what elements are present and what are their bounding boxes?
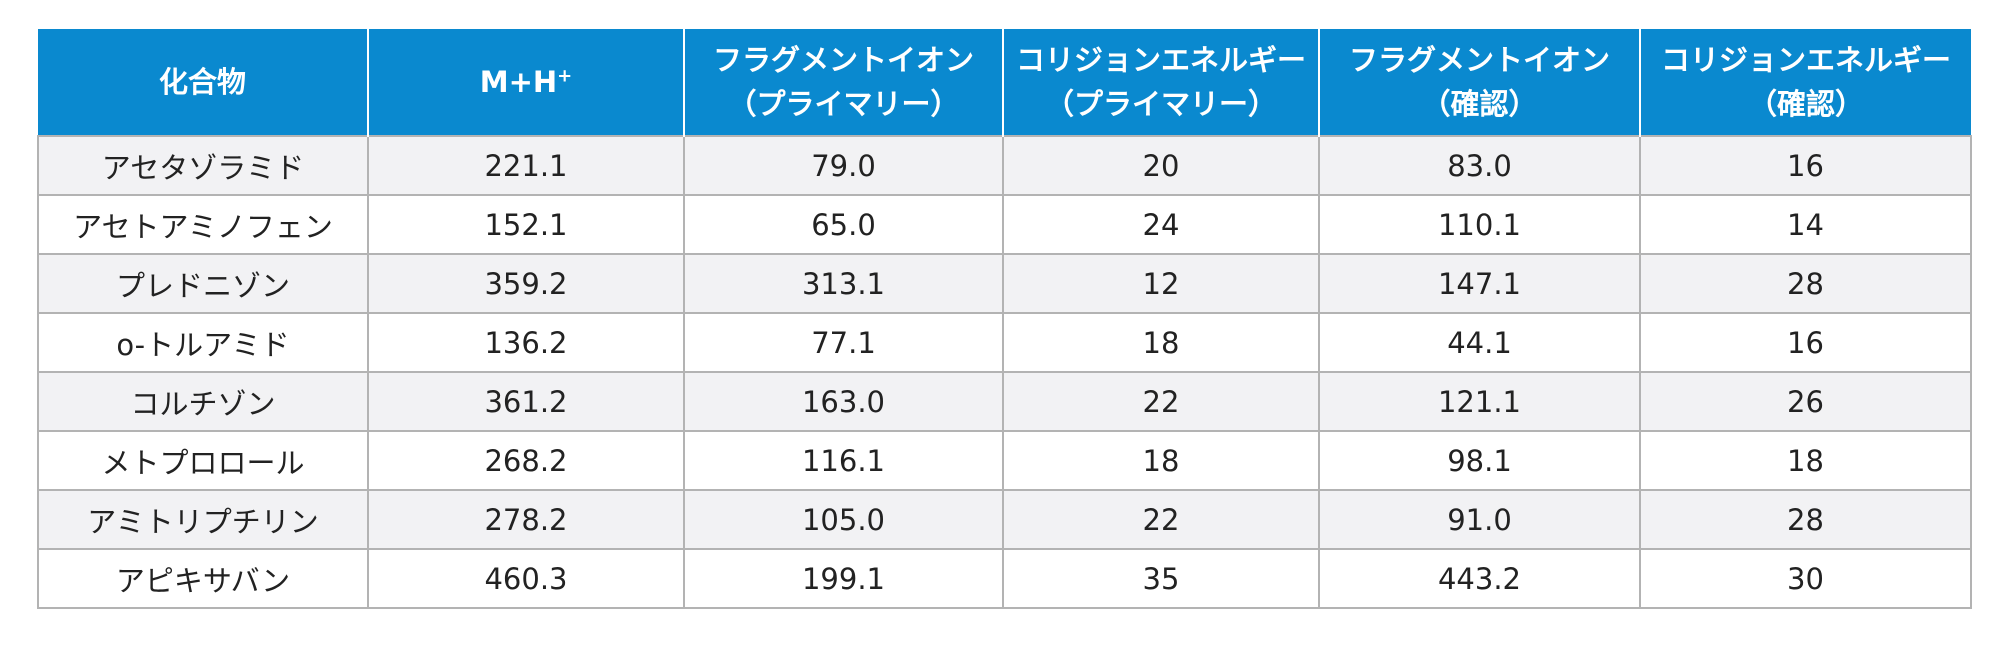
mh-cell: 278.2 bbox=[367, 489, 685, 550]
header-compound-label: 化合物 bbox=[158, 65, 246, 99]
header-collision-primary-line1: コリジョンエネルギー bbox=[1015, 43, 1306, 77]
fragment-primary-cell: 199.1 bbox=[683, 548, 1004, 609]
collision-confirm-cell: 16 bbox=[1639, 312, 1972, 373]
fragment-confirm-cell: 83.0 bbox=[1318, 135, 1641, 196]
mh-cell: 359.2 bbox=[367, 253, 685, 314]
fragment-primary-cell: 163.0 bbox=[683, 371, 1004, 432]
table-row: メトプロロール 268.2 116.1 18 98.1 18 bbox=[37, 430, 1972, 491]
header-fragment-primary-line2: （プライマリー） bbox=[727, 87, 960, 121]
header-collision-confirm-line1: コリジョンエネルギー bbox=[1660, 43, 1951, 77]
header-fragment-confirm-line1: フラグメントイオン bbox=[1348, 43, 1610, 77]
header-collision-primary: コリジョンエネルギー （プライマリー） bbox=[1003, 29, 1320, 136]
collision-confirm-cell: 28 bbox=[1639, 489, 1972, 550]
header-mh-label: M+H+ bbox=[375, 60, 677, 104]
compound-cell: コルチゾン bbox=[37, 371, 369, 432]
collision-primary-cell: 20 bbox=[1002, 135, 1320, 196]
collision-confirm-cell: 16 bbox=[1639, 135, 1972, 196]
header-row: 化合物 M+H+ フラグメントイオン （プライマリー） コリジョンエネルギー （… bbox=[38, 29, 1971, 136]
header-collision-primary-line2: （プライマリー） bbox=[1044, 87, 1277, 121]
fragment-confirm-cell: 110.1 bbox=[1318, 194, 1641, 255]
mh-cell: 361.2 bbox=[367, 371, 685, 432]
header-mh-text: M+H bbox=[479, 65, 558, 99]
fragment-primary-cell: 313.1 bbox=[683, 253, 1004, 314]
collision-primary-cell: 12 bbox=[1002, 253, 1320, 314]
table-row: アセトアミノフェン 152.1 65.0 24 110.1 14 bbox=[37, 194, 1972, 255]
compound-table: 化合物 M+H+ フラグメントイオン （プライマリー） コリジョンエネルギー （… bbox=[37, 29, 1972, 609]
fragment-primary-cell: 65.0 bbox=[683, 194, 1004, 255]
header-mh: M+H+ bbox=[368, 29, 685, 136]
table-header: 化合物 M+H+ フラグメントイオン （プライマリー） コリジョンエネルギー （… bbox=[38, 29, 1971, 136]
mh-cell: 460.3 bbox=[367, 548, 685, 609]
collision-primary-cell: 24 bbox=[1002, 194, 1320, 255]
fragment-confirm-cell: 121.1 bbox=[1318, 371, 1641, 432]
table-body: アセタゾラミド 221.1 79.0 20 83.0 16 アセトアミノフェン 152.1 65… bbox=[37, 135, 1972, 609]
fragment-confirm-cell: 91.0 bbox=[1318, 489, 1641, 550]
table-row: アピキサバン 460.3 199.1 35 443.2 30 bbox=[37, 548, 1972, 609]
compound-cell: メトプロロール bbox=[37, 430, 369, 491]
header-collision-confirm: コリジョンエネルギー （確認） bbox=[1640, 29, 1971, 136]
mh-cell: 152.1 bbox=[367, 194, 685, 255]
header-collision-confirm-line2: （確認） bbox=[1747, 87, 1864, 121]
collision-confirm-cell: 14 bbox=[1639, 194, 1972, 255]
header-fragment-confirm: フラグメントイオン （確認） bbox=[1319, 29, 1641, 136]
header-fragment-primary: フラグメントイオン （プライマリー） bbox=[684, 29, 1004, 136]
fragment-confirm-cell: 147.1 bbox=[1318, 253, 1641, 314]
fragment-primary-cell: 105.0 bbox=[683, 489, 1004, 550]
table-row: コルチゾン 361.2 163.0 22 121.1 26 bbox=[37, 371, 1972, 432]
collision-primary-cell: 18 bbox=[1002, 430, 1320, 491]
compound-cell: アピキサバン bbox=[37, 548, 369, 609]
table-row: プレドニゾン 359.2 313.1 12 147.1 28 bbox=[37, 253, 1972, 314]
fragment-primary-cell: 116.1 bbox=[683, 430, 1004, 491]
header-fragment-primary-line1: フラグメントイオン bbox=[712, 43, 974, 77]
compound-cell: アミトリプチリン bbox=[37, 489, 369, 550]
table-row: o-トルアミド 136.2 77.1 18 44.1 16 bbox=[37, 312, 1972, 373]
table-row: アミトリプチリン 278.2 105.0 22 91.0 28 bbox=[37, 489, 1972, 550]
collision-confirm-cell: 18 bbox=[1639, 430, 1972, 491]
fragment-primary-cell: 79.0 bbox=[683, 135, 1004, 196]
collision-primary-cell: 22 bbox=[1002, 371, 1320, 432]
data-table-container: 化合物 M+H+ フラグメントイオン （プライマリー） コリジョンエネルギー （… bbox=[37, 29, 1972, 609]
collision-primary-cell: 22 bbox=[1002, 489, 1320, 550]
collision-primary-cell: 35 bbox=[1002, 548, 1320, 609]
mh-cell: 221.1 bbox=[367, 135, 685, 196]
compound-cell: アセトアミノフェン bbox=[37, 194, 369, 255]
compound-cell: o-トルアミド bbox=[37, 312, 369, 373]
compound-cell: プレドニゾン bbox=[37, 253, 369, 314]
collision-confirm-cell: 30 bbox=[1639, 548, 1972, 609]
fragment-confirm-cell: 98.1 bbox=[1318, 430, 1641, 491]
collision-confirm-cell: 26 bbox=[1639, 371, 1972, 432]
fragment-confirm-cell: 443.2 bbox=[1318, 548, 1641, 609]
compound-cell: アセタゾラミド bbox=[37, 135, 369, 196]
fragment-primary-cell: 77.1 bbox=[683, 312, 1004, 373]
header-compound: 化合物 bbox=[38, 29, 369, 136]
collision-primary-cell: 18 bbox=[1002, 312, 1320, 373]
collision-confirm-cell: 28 bbox=[1639, 253, 1972, 314]
table-row: アセタゾラミド 221.1 79.0 20 83.0 16 bbox=[37, 135, 1972, 196]
header-fragment-confirm-line2: （確認） bbox=[1421, 87, 1538, 121]
mh-cell: 268.2 bbox=[367, 430, 685, 491]
mh-cell: 136.2 bbox=[367, 312, 685, 373]
header-mh-superscript: + bbox=[557, 65, 573, 87]
fragment-confirm-cell: 44.1 bbox=[1318, 312, 1641, 373]
